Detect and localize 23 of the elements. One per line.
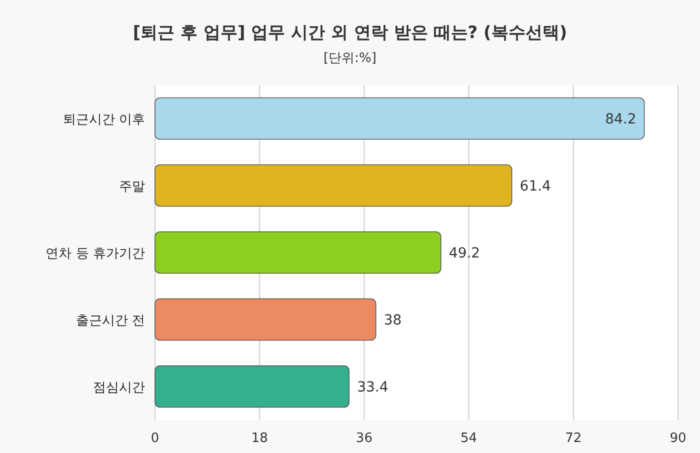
- x-tick-label: 54: [460, 431, 478, 446]
- bar: [154, 365, 350, 408]
- data-label: 61.4: [520, 178, 552, 194]
- chart-subtitle: [단위:%]: [324, 51, 376, 66]
- bar: [154, 231, 442, 274]
- bar: [154, 298, 376, 341]
- data-label: 84.2: [605, 112, 636, 128]
- data-label: 33.4: [357, 380, 388, 396]
- x-tick-label: 18: [251, 431, 268, 446]
- y-tick-label: 출근시간 전: [76, 314, 145, 328]
- y-tick-label: 퇴근시간 이후: [62, 112, 145, 128]
- data-label: 38: [384, 312, 402, 328]
- y-tick-label: 주말: [119, 180, 145, 194]
- y-tick-label: 점심시간: [93, 380, 145, 396]
- chart-title: [퇴근 후 업무] 업무 시간 외 연락 받은 때는? (복수선택): [132, 23, 568, 43]
- y-tick-label: 연차 등 휴가기간: [46, 246, 145, 262]
- x-tick-label: 90: [670, 431, 686, 446]
- x-tick-label: 72: [565, 431, 582, 446]
- x-tick-label: 36: [356, 431, 372, 446]
- x-tick-label: 0: [150, 431, 160, 446]
- bar: [154, 97, 645, 140]
- bar: [154, 164, 512, 207]
- data-label: 49.2: [448, 246, 480, 262]
